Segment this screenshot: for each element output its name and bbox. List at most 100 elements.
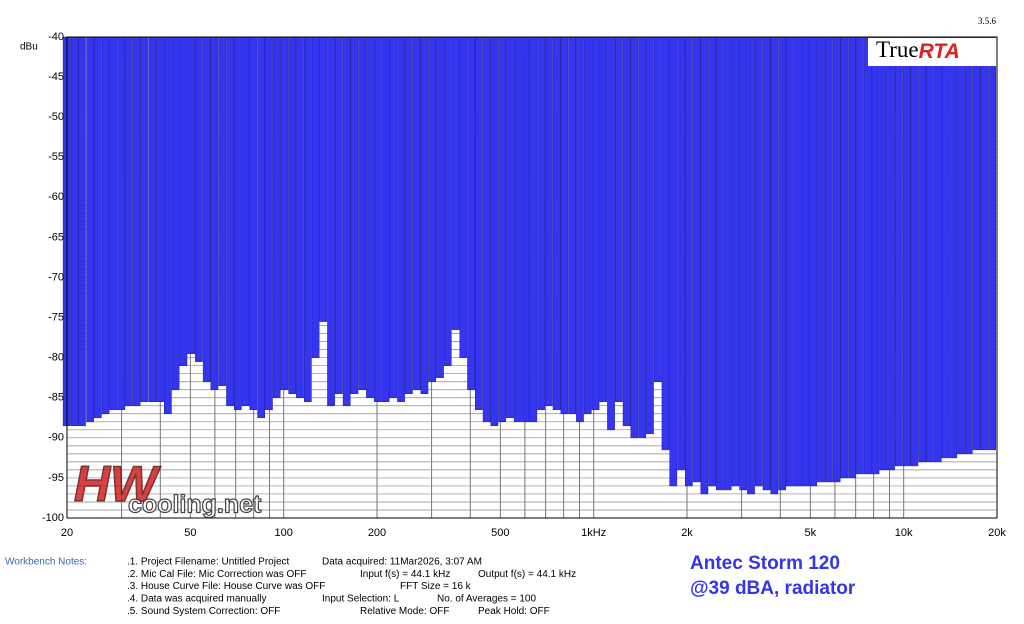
bar bbox=[303, 36, 312, 403]
bar bbox=[537, 36, 545, 411]
bar bbox=[809, 36, 818, 487]
version: 3.5.6 bbox=[978, 16, 997, 26]
bar bbox=[972, 36, 981, 451]
bar bbox=[894, 36, 903, 467]
bar bbox=[319, 36, 328, 322]
bar bbox=[545, 36, 553, 407]
bar bbox=[381, 36, 390, 403]
y-tick-label: -70 bbox=[48, 271, 64, 283]
bar bbox=[552, 36, 561, 411]
logo-true: True bbox=[876, 37, 919, 62]
bar bbox=[964, 36, 973, 455]
note-line: FFT Size = 16 k bbox=[400, 581, 472, 592]
note-line: .3. House Curve File: House Curve was OF… bbox=[127, 581, 325, 592]
bar bbox=[747, 36, 755, 495]
bar bbox=[661, 36, 670, 451]
bar bbox=[684, 36, 693, 487]
bar bbox=[451, 36, 460, 330]
bar bbox=[132, 36, 141, 407]
bar bbox=[280, 36, 289, 390]
bar bbox=[739, 36, 748, 491]
bar bbox=[708, 36, 716, 487]
bar bbox=[109, 36, 118, 411]
note-line: Data acquired: 11Mar2026, 3:07 AM bbox=[322, 557, 482, 568]
bar bbox=[646, 36, 654, 435]
bar bbox=[257, 36, 266, 419]
bar bbox=[187, 36, 195, 354]
y-tick-label: -55 bbox=[48, 151, 64, 163]
note-line: Peak Hold: OFF bbox=[478, 606, 550, 617]
bar bbox=[389, 36, 398, 398]
y-tick-label: -75 bbox=[48, 311, 64, 323]
bar bbox=[412, 36, 421, 390]
x-tick-label: 100 bbox=[275, 527, 293, 539]
bar bbox=[614, 36, 623, 403]
y-tick-label: -40 bbox=[48, 31, 64, 43]
y-tick-label: -65 bbox=[48, 231, 64, 243]
bar bbox=[653, 36, 662, 382]
bar bbox=[195, 36, 203, 362]
y-tick-label: -60 bbox=[48, 191, 64, 203]
bar bbox=[630, 36, 639, 439]
y-tick-label: -85 bbox=[48, 392, 64, 404]
bar bbox=[350, 36, 359, 394]
bar bbox=[296, 36, 304, 398]
bar bbox=[560, 36, 569, 415]
bar bbox=[428, 36, 437, 382]
bar bbox=[436, 36, 444, 378]
bar bbox=[716, 36, 724, 491]
bar bbox=[832, 36, 841, 483]
bar bbox=[622, 36, 631, 427]
y-tick-label: -95 bbox=[48, 472, 64, 484]
bar bbox=[405, 36, 413, 394]
logo: TrueRTA bbox=[876, 37, 960, 62]
bar bbox=[70, 36, 79, 427]
bar bbox=[902, 36, 911, 467]
bar bbox=[607, 36, 615, 431]
bar bbox=[599, 36, 608, 403]
bar bbox=[848, 36, 856, 479]
bar bbox=[576, 36, 584, 423]
bar bbox=[926, 36, 934, 463]
bar bbox=[373, 36, 382, 403]
bar bbox=[475, 36, 483, 411]
bar bbox=[700, 36, 709, 495]
bar bbox=[801, 36, 810, 487]
bar bbox=[980, 36, 989, 451]
bar bbox=[692, 36, 701, 483]
notes-title: Workbench Notes: bbox=[5, 557, 87, 568]
bar bbox=[327, 36, 335, 407]
annotation: Antec Storm 120 bbox=[690, 553, 840, 574]
x-tick-label: 1kHz bbox=[581, 527, 606, 539]
x-tick-label: 20k bbox=[988, 527, 1006, 539]
bar bbox=[358, 36, 367, 390]
bar bbox=[669, 36, 678, 487]
bar bbox=[856, 36, 864, 475]
bar bbox=[817, 36, 825, 483]
watermark-cooling: cooling.net bbox=[128, 491, 262, 519]
x-tick-label: 10k bbox=[895, 527, 913, 539]
bar bbox=[887, 36, 895, 471]
bar bbox=[840, 36, 849, 479]
bar bbox=[148, 36, 157, 403]
bar bbox=[786, 36, 794, 487]
watermark-hw: HW bbox=[74, 456, 161, 512]
bar bbox=[117, 36, 126, 411]
bar bbox=[272, 36, 281, 398]
y-tick-label: -80 bbox=[48, 352, 64, 364]
note-line: Relative Mode: OFF bbox=[360, 606, 449, 617]
bar bbox=[249, 36, 258, 411]
bar bbox=[762, 36, 771, 491]
note-line: Input Selection: L bbox=[322, 594, 400, 605]
annotation: @39 dBA, radiator bbox=[690, 578, 856, 599]
bar bbox=[521, 36, 530, 423]
bar bbox=[164, 36, 172, 415]
note-line: .2. Mic Cal File: Mic Correction was OFF bbox=[127, 569, 306, 580]
bar bbox=[265, 36, 273, 411]
x-tick-label: 50 bbox=[184, 527, 196, 539]
bar bbox=[513, 36, 522, 423]
bar bbox=[234, 36, 242, 411]
bar bbox=[202, 36, 211, 382]
bar bbox=[226, 36, 234, 407]
